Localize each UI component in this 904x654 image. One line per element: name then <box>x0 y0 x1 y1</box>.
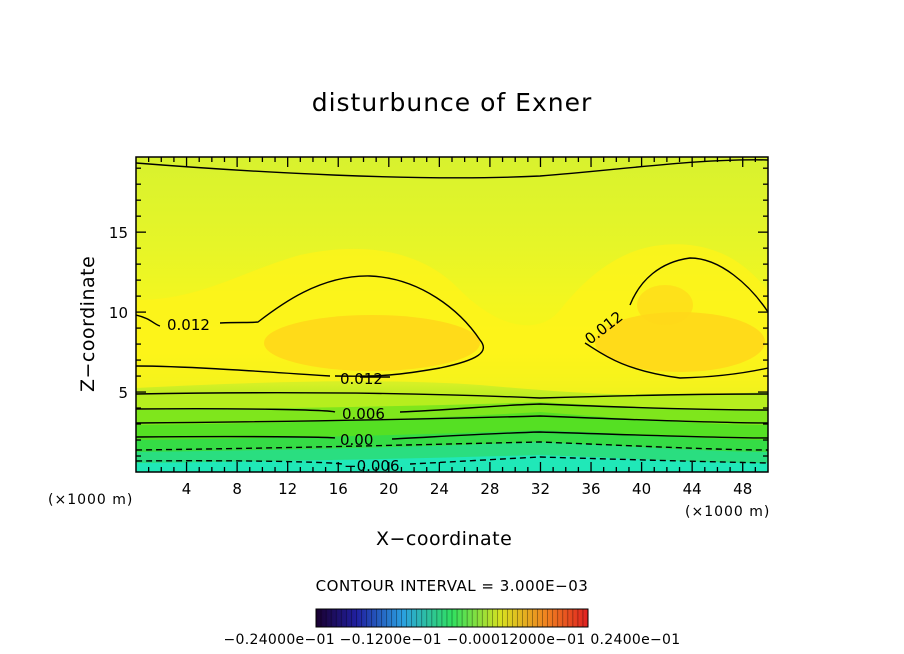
x-tick-label: 48 <box>733 480 752 498</box>
contour-label: 0.012 <box>340 370 383 388</box>
y-tick-label: 15 <box>109 224 128 242</box>
x-tick-label: 36 <box>581 480 600 498</box>
x-axis-label: X−coordinate <box>376 528 513 550</box>
x-tick-label: 8 <box>232 480 242 498</box>
contour-label: −0.006 <box>344 457 400 475</box>
contour-label: 0.00 <box>340 431 373 449</box>
x-tick-label: 20 <box>379 480 398 498</box>
contour-label: 0.012 <box>167 316 210 334</box>
x-tick-label: 12 <box>278 480 297 498</box>
y-tick-label: 5 <box>118 384 128 402</box>
x-tick-label: 40 <box>632 480 651 498</box>
x-tick-label: 28 <box>480 480 499 498</box>
y-tick-label: 10 <box>109 304 128 322</box>
contour-fill <box>136 157 768 472</box>
colorbar-labels: −0.24000e−01 −0.1200e−01 −0.00012000e−01… <box>223 632 681 648</box>
x-unit-left: (×1000 m) <box>48 492 134 508</box>
x-unit-right: (×1000 m) <box>685 504 771 520</box>
x-tick-label: 32 <box>531 480 550 498</box>
x-tick-label: 4 <box>182 480 192 498</box>
contour-label: 0.006 <box>342 405 385 423</box>
x-tick-label: 44 <box>683 480 702 498</box>
y-axis-label: Z−coordinate <box>77 256 99 392</box>
x-tick-label: 24 <box>430 480 449 498</box>
chart-title: disturbunce of Exner <box>311 88 593 117</box>
contour-interval: CONTOUR INTERVAL = 3.000E−03 <box>315 577 589 595</box>
x-tick-label: 16 <box>329 480 348 498</box>
